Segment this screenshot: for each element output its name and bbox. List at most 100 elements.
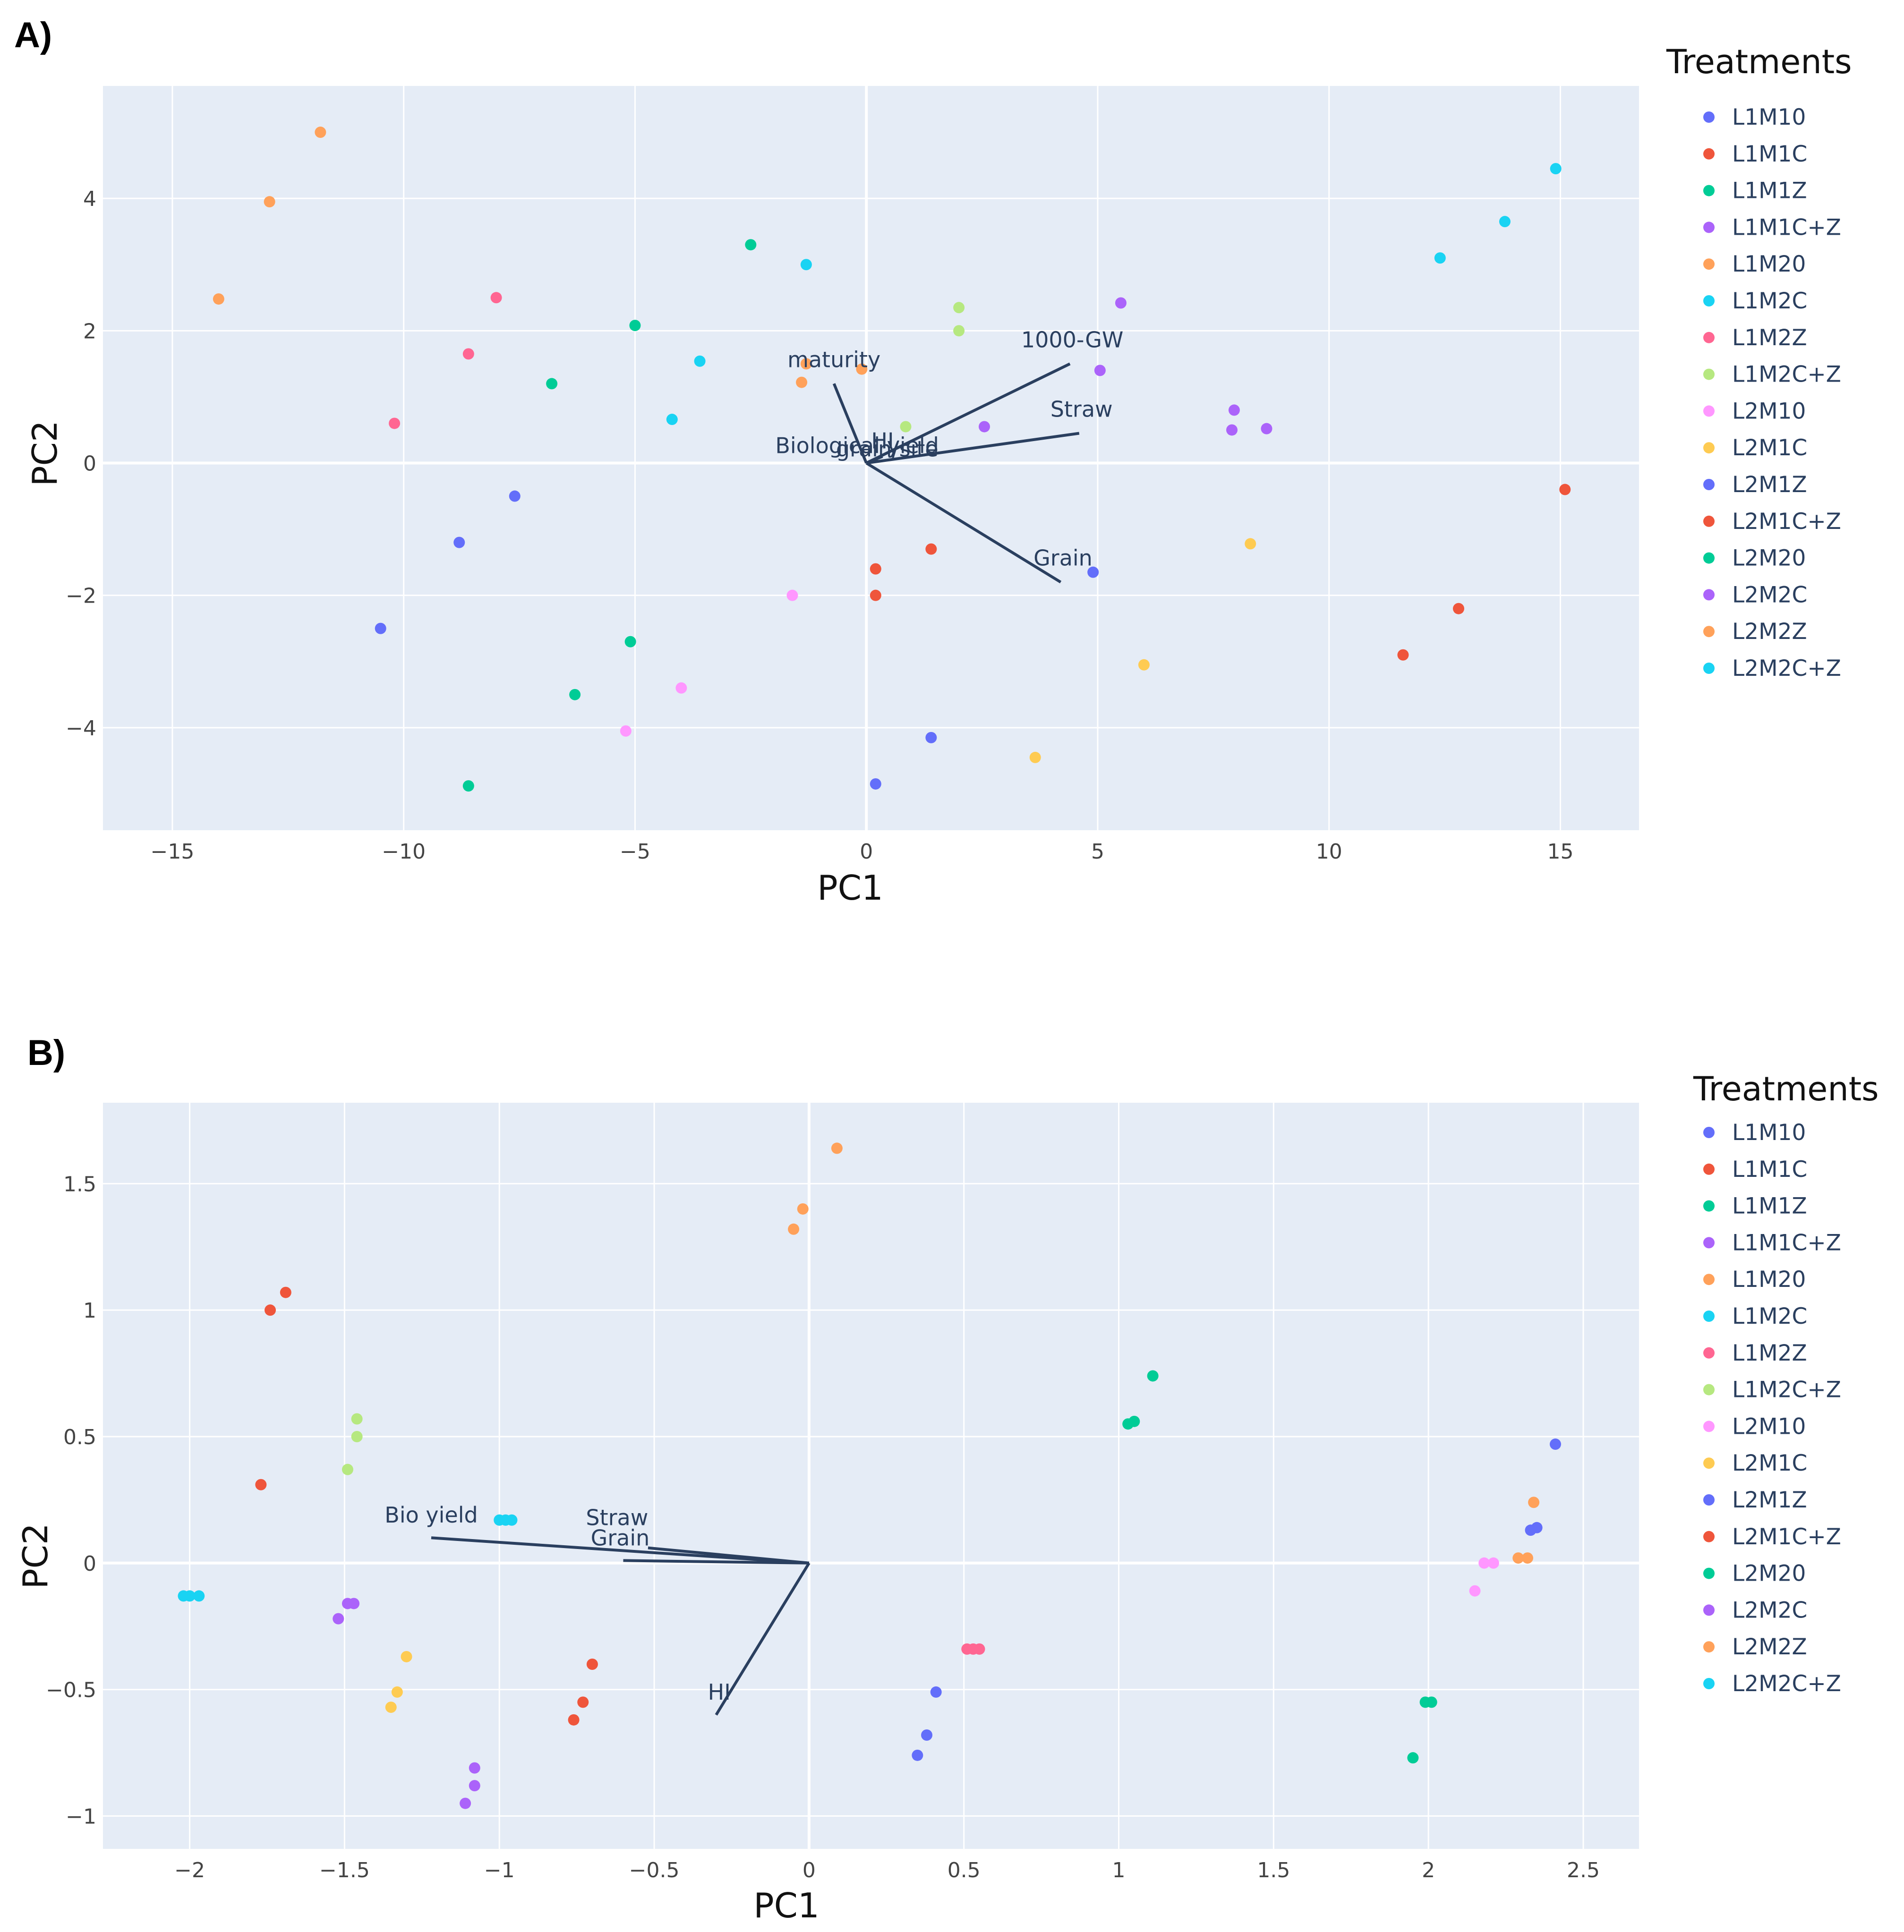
y-tick-label: 0 [83,452,96,476]
data-point [925,543,937,555]
data-point [280,1286,291,1298]
loading-vector [715,1562,811,1716]
x-tick-label: 5 [1091,840,1104,864]
legend-marker [1703,1237,1715,1249]
data-point [1138,659,1150,671]
legend-item-label: L1M2C [1732,288,1807,314]
legend-item-label: L1M1C+Z [1732,1230,1841,1256]
data-point [178,1590,189,1602]
data-point [694,355,706,367]
loading-vector [648,1546,810,1565]
legend-marker [1703,589,1715,601]
legend-marker [1703,1384,1715,1396]
data-point [351,1413,363,1425]
x-axis-title: PC1 [817,868,883,908]
data-point [1245,538,1256,550]
y-tick-label: 0.5 [63,1425,96,1449]
data-point [460,1797,471,1809]
legend-item-label: L2M10 [1732,1413,1806,1439]
data-point [953,325,965,337]
legend-marker [1703,1641,1715,1653]
legend-marker [1703,148,1715,160]
data-point [1499,216,1511,228]
data-point [1525,1524,1537,1536]
data-point [1147,1370,1159,1382]
data-point [193,1590,205,1602]
loading-vector [623,1559,809,1565]
data-point [264,196,275,208]
legend-item-label: L2M20 [1732,1561,1806,1587]
legend-item-label: L2M20 [1732,545,1806,571]
data-point [1122,1418,1134,1430]
data-point [1512,1552,1524,1564]
data-point [1487,1557,1499,1569]
data-point [469,1780,480,1792]
data-point [490,292,502,304]
legend-marker [1703,552,1715,564]
legend-marker [1703,1678,1715,1689]
legend-marker [1703,442,1715,454]
x-tick-label: 2 [1422,1858,1435,1882]
loading-label: Grain [1033,545,1093,571]
data-point [1029,751,1041,763]
data-point [666,414,678,426]
legend-item-label: L2M2C [1732,582,1807,608]
y-tick-label: 2 [83,319,96,343]
data-point [342,1464,353,1475]
data-point [1478,1557,1490,1569]
loading-label: maturity [787,347,880,372]
panel-a: −15 −10 −5 0 5 10 15 −4 −2 0 2 4 maturity 1000-GW Stra… [14,15,1852,908]
data-point [351,1430,363,1442]
y-axis-title: PC2 [16,1523,55,1589]
legend-item-label: L1M2Z [1732,1340,1807,1366]
data-point [900,421,912,433]
legend-item-label: L2M2Z [1732,619,1807,645]
legend-item-label: L1M1C+Z [1732,214,1841,240]
legend-marker [1703,1531,1715,1542]
x-tick-label: 2.5 [1567,1858,1600,1882]
legend-marker [1703,1163,1715,1175]
data-point [1559,484,1571,495]
legend-marker [1703,1567,1715,1579]
legend-item-label: L2M1C [1732,1450,1807,1476]
legend-item-label: L1M1C [1732,141,1807,167]
data-point [831,1142,843,1154]
data-point [469,1762,480,1774]
data-point [1549,1438,1561,1450]
loading-vector [865,461,1062,584]
loading-label: Straw [586,1505,648,1530]
data-point [675,682,687,694]
x-tick-label: −10 [382,840,426,864]
loading-vector [832,383,868,464]
panel-b: −2 −1.5 −1 −0.5 0 0.5 1 1.5 2 2.5 −1 −0.5 0 0.5 1 1.5 Bi… [16,1033,1879,1925]
data-point [745,239,757,251]
data-point [1115,297,1127,309]
data-point [375,622,386,634]
data-point [568,1714,580,1726]
y-tick-label: 0 [83,1552,96,1576]
legend-marker [1703,1604,1715,1616]
legend-marker [1703,1494,1715,1506]
data-point [856,363,868,375]
data-point [255,1479,267,1490]
x-tick-label: −1.5 [319,1858,370,1882]
loading-label: grain/site [836,436,939,461]
plot-area [103,86,1639,830]
legend-marker [1703,1127,1715,1138]
x-tick-label: −0.5 [629,1858,680,1882]
legend-item-label: L1M1Z [1732,1193,1807,1219]
legend-marker [1703,515,1715,527]
data-point [796,376,808,388]
loading-label: HI [871,428,894,454]
data-point [453,536,465,548]
data-point [1094,365,1106,376]
data-point [870,778,881,790]
loading-label: 1000-GW [1021,327,1123,352]
data-point [265,1304,276,1316]
legend-item-label: L2M1C [1732,435,1807,461]
data-point [1087,566,1099,578]
data-point [921,1729,933,1741]
data-point [620,725,632,737]
data-point [569,689,581,700]
